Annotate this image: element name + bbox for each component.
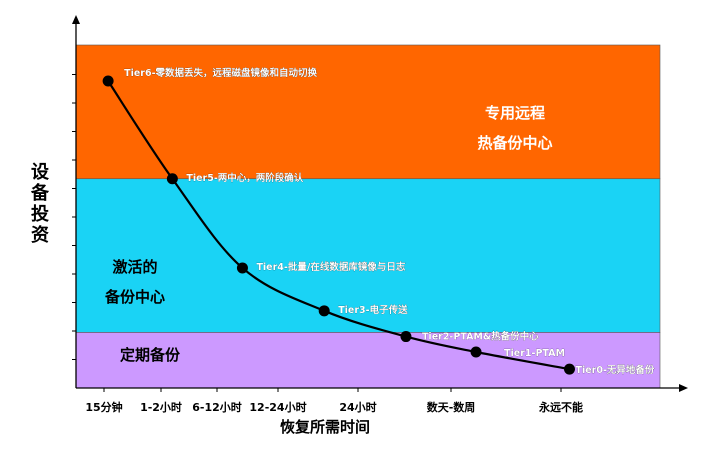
- tier-point-0: [102, 75, 114, 87]
- tier-label-0: Tier6-零数据丢失，远程磁盘镜像和自动切换: [124, 67, 317, 79]
- tier-point-4: [400, 331, 412, 343]
- tier-label-4: Tier2-PTAM&热备份中心: [422, 331, 539, 343]
- axes: [72, 15, 688, 392]
- x-axis-label: 恢复所需时间: [280, 418, 370, 436]
- x-tick-label-5: 数天-数周: [427, 400, 476, 414]
- tier-point-5: [470, 346, 482, 358]
- x-tick-label-0: 15分钟: [85, 400, 122, 414]
- tier-point-3: [318, 305, 330, 317]
- y-axis-label-text: 设备投资: [30, 162, 50, 246]
- band-1: [75, 178, 661, 333]
- x-axis-arrow-icon: [679, 384, 688, 392]
- tier-label-1: Tier5-两中心，两阶段确认: [186, 172, 303, 184]
- band-label-0-1: 热备份中心: [477, 134, 552, 152]
- band-label-1-1: 备份中心: [104, 288, 165, 306]
- x-tick-label-3: 12-24小时: [249, 400, 306, 414]
- y-axis-arrow-icon: [72, 15, 80, 24]
- y-axis-label: 设备投资: [30, 162, 50, 246]
- x-tick-label-1: 1-2小时: [140, 400, 182, 414]
- x-tick-label-2: 6-12小时: [192, 400, 242, 414]
- tier-label-5: Tier1-PTAM: [504, 348, 565, 359]
- tier-point-6: [563, 363, 575, 375]
- tier-point-1: [166, 173, 178, 185]
- band-label-1-0: 激活的: [112, 258, 157, 276]
- tier-label-3: Tier3-电子传送: [338, 304, 408, 316]
- labels-layer: Tier6-零数据丢失，远程磁盘镜像和自动切换 Tier5-两中心，两阶段确认 Ti…: [124, 67, 655, 376]
- tier-label-6: Tier0-无异地备份: [575, 364, 654, 376]
- x-tick-label-4: 24小时: [339, 400, 376, 414]
- tier-label-2: Tier4-批量/在线数据库镜像与日志: [256, 261, 405, 273]
- x-tick-label-6: 永远不能: [538, 400, 583, 414]
- points-layer: [102, 75, 575, 375]
- band-0: [75, 44, 661, 180]
- band-label-2-0: 定期备份: [120, 346, 181, 364]
- tier-point-2: [236, 262, 248, 274]
- band-2: [75, 332, 661, 389]
- x-ticks: 15分钟 1-2小时 6-12小时 12-24小时 24小时 数天-数周 永远不能: [85, 388, 583, 414]
- band-label-0-0: 专用远程: [485, 104, 545, 122]
